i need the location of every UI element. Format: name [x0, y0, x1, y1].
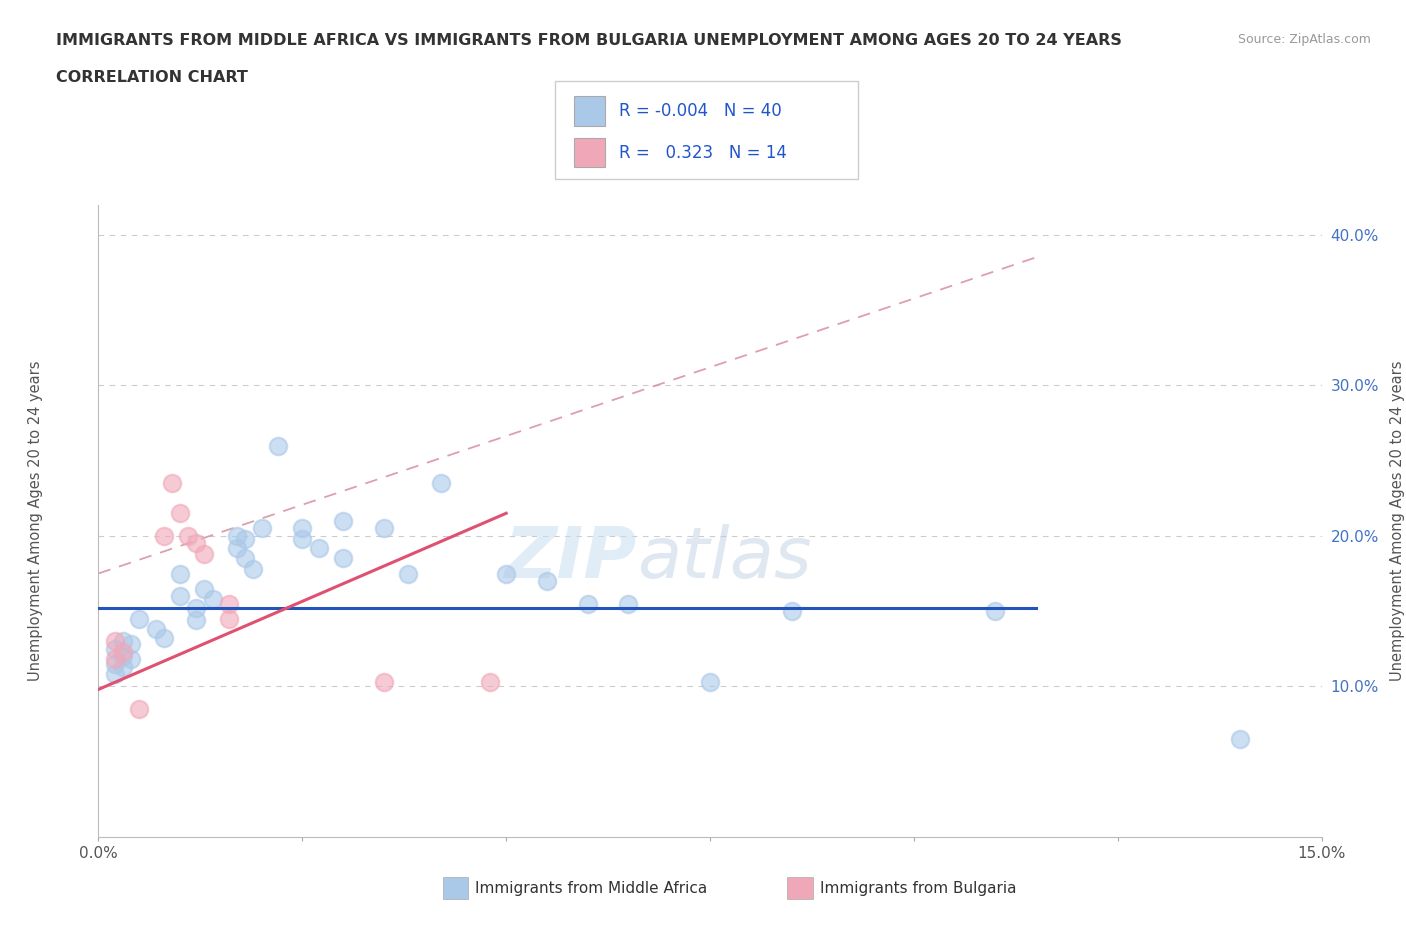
Point: [111, 644, 134, 659]
Point: [111, 649, 134, 664]
Point: [373, 674, 395, 689]
Point: [152, 528, 174, 543]
Point: [104, 657, 127, 671]
Point: [396, 566, 419, 581]
Point: [120, 652, 142, 667]
Text: Source: ZipAtlas.com: Source: ZipAtlas.com: [1237, 33, 1371, 46]
Point: [233, 551, 256, 565]
Point: [104, 634, 127, 649]
Point: [373, 521, 395, 536]
Point: [430, 476, 453, 491]
Point: [169, 589, 191, 604]
Point: [984, 604, 1007, 618]
Point: [332, 513, 354, 528]
Text: R = -0.004   N = 40: R = -0.004 N = 40: [619, 101, 782, 120]
Point: [145, 622, 167, 637]
Point: [104, 667, 127, 682]
Text: IMMIGRANTS FROM MIDDLE AFRICA VS IMMIGRANTS FROM BULGARIA UNEMPLOYMENT AMONG AGE: IMMIGRANTS FROM MIDDLE AFRICA VS IMMIGRA…: [56, 33, 1122, 47]
Point: [111, 659, 134, 674]
Point: [536, 574, 558, 589]
Point: [291, 521, 314, 536]
Point: [218, 596, 240, 611]
Point: [186, 601, 208, 616]
Point: [186, 613, 208, 628]
Point: [478, 674, 501, 689]
Point: [576, 596, 599, 611]
Point: [193, 547, 215, 562]
Point: [699, 674, 721, 689]
Point: [169, 566, 191, 581]
Point: [617, 596, 640, 611]
Point: [332, 551, 354, 565]
Point: [291, 531, 314, 546]
Point: [780, 604, 803, 618]
Point: [186, 536, 208, 551]
Point: [104, 642, 127, 657]
Point: [233, 531, 256, 546]
Point: [201, 591, 224, 606]
Point: [160, 476, 183, 491]
Text: Immigrants from Bulgaria: Immigrants from Bulgaria: [820, 881, 1017, 896]
Point: [128, 611, 150, 626]
Point: [250, 521, 273, 536]
Point: [193, 581, 215, 596]
Text: atlas: atlas: [637, 525, 811, 593]
Point: [267, 438, 290, 453]
Y-axis label: Unemployment Among Ages 20 to 24 years: Unemployment Among Ages 20 to 24 years: [1391, 361, 1405, 681]
Point: [495, 566, 517, 581]
Point: [104, 652, 127, 667]
Point: [128, 701, 150, 716]
Text: Unemployment Among Ages 20 to 24 years: Unemployment Among Ages 20 to 24 years: [28, 361, 42, 681]
Point: [242, 562, 264, 577]
Point: [152, 631, 174, 645]
Point: [226, 540, 249, 555]
Point: [177, 528, 200, 543]
Text: Immigrants from Middle Africa: Immigrants from Middle Africa: [475, 881, 707, 896]
Text: R =   0.323   N = 14: R = 0.323 N = 14: [619, 143, 786, 162]
Point: [1229, 732, 1251, 747]
Point: [120, 637, 142, 652]
Point: [308, 540, 330, 555]
Point: [169, 506, 191, 521]
Text: CORRELATION CHART: CORRELATION CHART: [56, 70, 247, 85]
Point: [218, 611, 240, 626]
Text: ZIP: ZIP: [505, 525, 637, 593]
Point: [226, 528, 249, 543]
Point: [111, 634, 134, 649]
